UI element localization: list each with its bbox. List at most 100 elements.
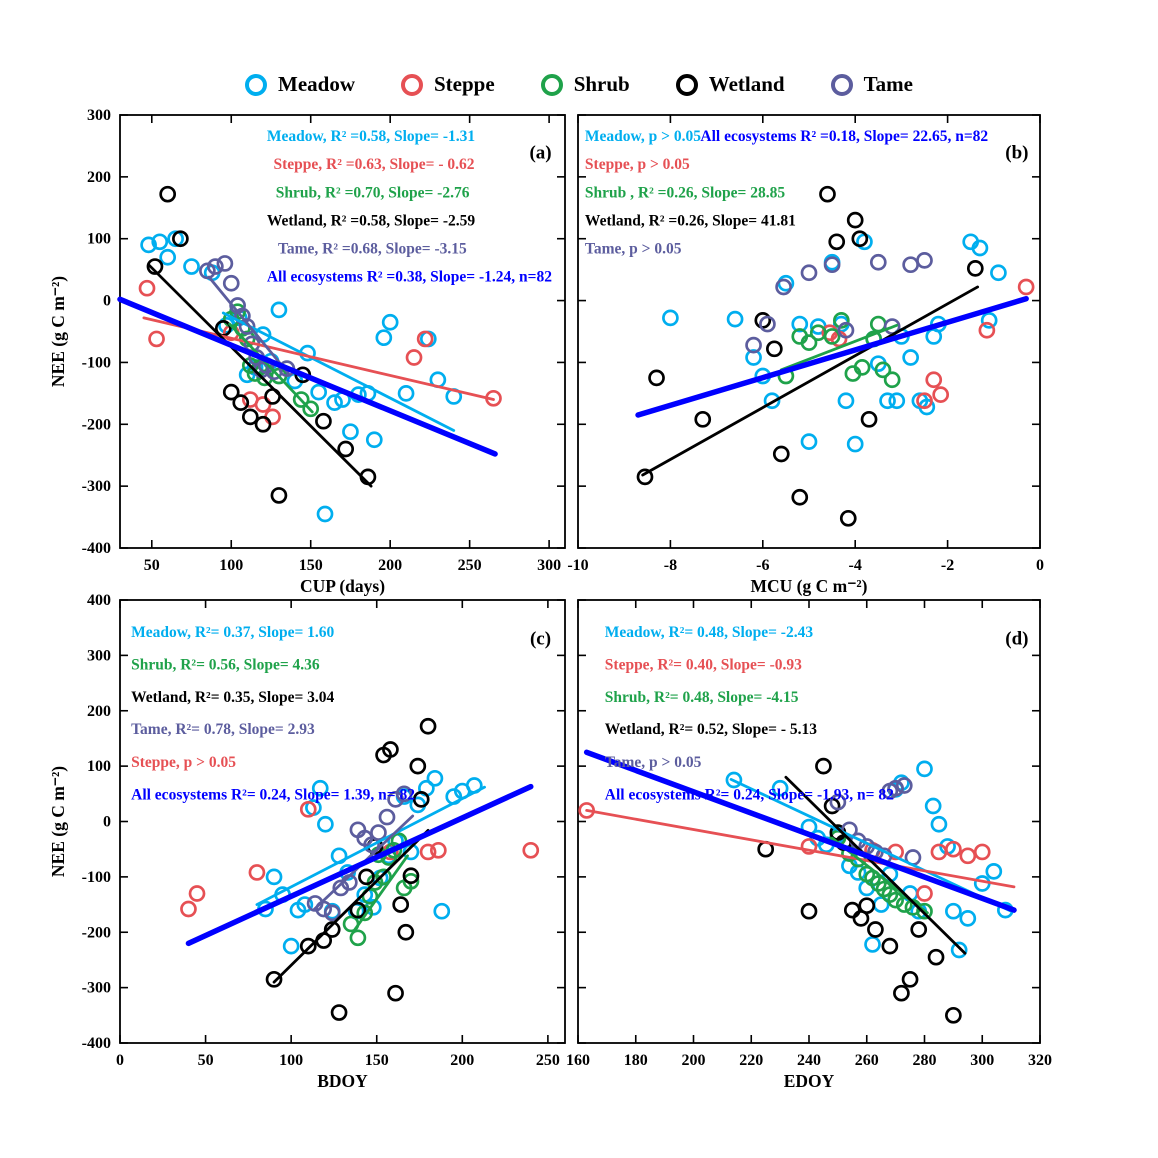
scatter-point [924,797,942,815]
scatter-point [791,488,809,506]
scatter-point [419,843,437,861]
scatter-point [916,885,933,902]
scatter-point [800,902,818,920]
y-tick-label: -200 [82,416,111,433]
scatter-point [959,847,977,865]
scatter-point [837,392,855,410]
scatter-point [382,741,399,758]
x-tick-label: 100 [219,557,243,574]
scatter-point [310,383,328,401]
scatter-point [392,896,410,913]
scatter-point [138,279,156,297]
x-tick-label: 300 [970,1052,994,1069]
scatter-point [1017,278,1035,296]
scatter-point [843,901,861,919]
scatter-point [927,948,945,966]
scatter-point [337,440,355,458]
x-tick-label: 300 [537,557,561,574]
legend-item-shrub: Shrub [540,72,630,97]
scatter-point [387,984,404,1002]
series-wetland [636,185,984,527]
scatter-point [839,509,857,527]
panel-label-a: (a) [529,142,551,163]
scatter-point [895,896,913,913]
panel-label-d: (d) [1005,628,1028,649]
scatter-point [433,902,451,920]
scatter-point [853,359,871,376]
x-tick-label: 150 [365,1052,389,1069]
y-tick-label: -100 [82,869,111,886]
x-tick-label: -10 [567,557,588,574]
scatter-point [980,312,998,329]
scatter-point [800,838,818,855]
scatter-point [323,921,341,938]
y-tick-label: 100 [87,758,111,775]
scatter-point [370,824,387,841]
scatter-point [426,769,444,787]
scatter-point [800,264,818,282]
scatter-point [636,468,654,486]
scatter-point [402,843,420,861]
scatter-point [846,211,864,229]
annotation-c: Shrub, R²= 0.56, Slope= 4.36 [131,657,320,674]
scatter-point [883,371,901,389]
scatter-point [358,868,375,886]
y-tick-label: -400 [82,540,111,557]
scatter-point [725,771,743,789]
y-tick-label: 400 [87,592,111,609]
scatter-point [874,361,892,379]
x-tick-label: -6 [756,557,769,574]
x-tick-label: 0 [1036,557,1044,574]
scatter-point [990,264,1007,282]
scatter-point [860,410,878,428]
scatter-point [815,757,832,775]
annotation-a: Shrub, R² =0.70, Slope= -2.76 [276,184,470,201]
scatter-point [662,309,679,327]
scatter-point [832,312,850,329]
x-axis-label-c: BDOY [317,1071,368,1091]
scatter-point [916,902,933,920]
legend-item-wetland: Wetland [675,72,785,97]
scatter-point [402,872,420,890]
scatter-point [296,896,314,913]
y-tick-label: 300 [87,647,111,664]
y-tick-label: 300 [87,107,111,124]
chart-legend: Meadow Steppe Shrub Wetland Tame [0,72,1158,97]
scatter-point [910,921,928,938]
y-tick-label: -200 [82,924,111,941]
scatter-point [375,329,393,347]
scatter-point [381,313,399,331]
scatter-point [945,902,962,920]
scatter-point [829,793,847,811]
legend-item-steppe: Steppe [401,72,495,97]
y-tick-label: -100 [82,354,111,371]
x-tick-label: 150 [299,557,323,574]
series-wetland [757,757,962,1024]
scatter-point [232,394,250,411]
fit-line-all-ecosystems [583,749,1017,913]
scatter-point [265,868,283,886]
scatter-point [985,862,1003,880]
scatter-point [823,256,841,274]
annotation-a: Meadow, R² =0.58, Slope= -1.31 [267,128,475,145]
scatter-point [973,843,991,861]
wetland-legend-icon [675,73,698,96]
scatter-point [745,349,762,366]
scatter-point [349,929,367,947]
annotation-b: Meadow, p > 0.05 [585,128,701,145]
legend-label: Tame [863,72,913,96]
scatter-point [397,385,415,402]
scatter-point [222,383,240,401]
scatter-point [800,433,818,450]
fit-line-shrub [353,854,409,932]
scatter-point [966,260,984,277]
scatter-point [800,334,818,351]
series-tame [306,785,413,922]
panel-b: -10 -8 -6 -4 -2 0 Meadow, p > 0.05 All ecosyste… [567,114,1044,596]
annotation-d: Tame, p > 0.05 [605,754,702,771]
x-tick-label: 50 [144,557,160,574]
scatter-point [180,900,197,918]
tame-legend-icon [830,73,853,96]
scatter-point [140,236,157,254]
